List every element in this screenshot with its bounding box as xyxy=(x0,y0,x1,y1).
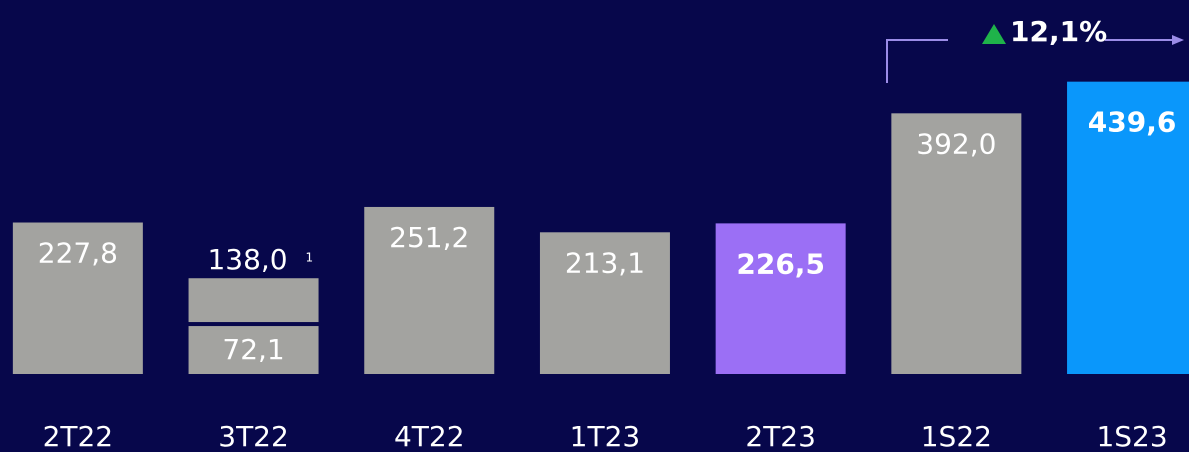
value-label: 213,1 xyxy=(565,246,645,279)
bar xyxy=(12,222,143,374)
arrow-head xyxy=(1172,35,1184,45)
total-label: 138,0 xyxy=(207,243,287,276)
bar xyxy=(715,223,846,374)
bar xyxy=(364,206,495,374)
x-tick-label: 1S22 xyxy=(921,420,992,452)
bar xyxy=(539,232,670,374)
value-label: 392,0 xyxy=(916,127,996,160)
growth-triangle xyxy=(982,24,1006,44)
growth-annotation: 12,1% xyxy=(1010,15,1107,48)
x-tick-label: 1T23 xyxy=(570,420,641,452)
x-tick-label: 4T22 xyxy=(394,420,465,452)
bar-segment xyxy=(188,278,319,323)
value-label: 251,2 xyxy=(389,221,469,254)
bracket-left xyxy=(886,39,948,83)
footnote: 1 xyxy=(306,251,314,265)
bar xyxy=(188,326,319,374)
value-label: 72,1 xyxy=(222,333,284,366)
value-label: 226,5 xyxy=(736,247,825,280)
x-tick-label: 1S23 xyxy=(1096,420,1167,452)
value-label: 227,8 xyxy=(38,237,118,270)
bar xyxy=(1067,81,1189,374)
x-tick-label: 3T22 xyxy=(218,420,289,452)
value-label: 439,6 xyxy=(1088,106,1177,139)
x-tick-label: 2T22 xyxy=(43,420,114,452)
x-tick-label: 2T23 xyxy=(745,420,816,452)
bar xyxy=(891,113,1022,374)
